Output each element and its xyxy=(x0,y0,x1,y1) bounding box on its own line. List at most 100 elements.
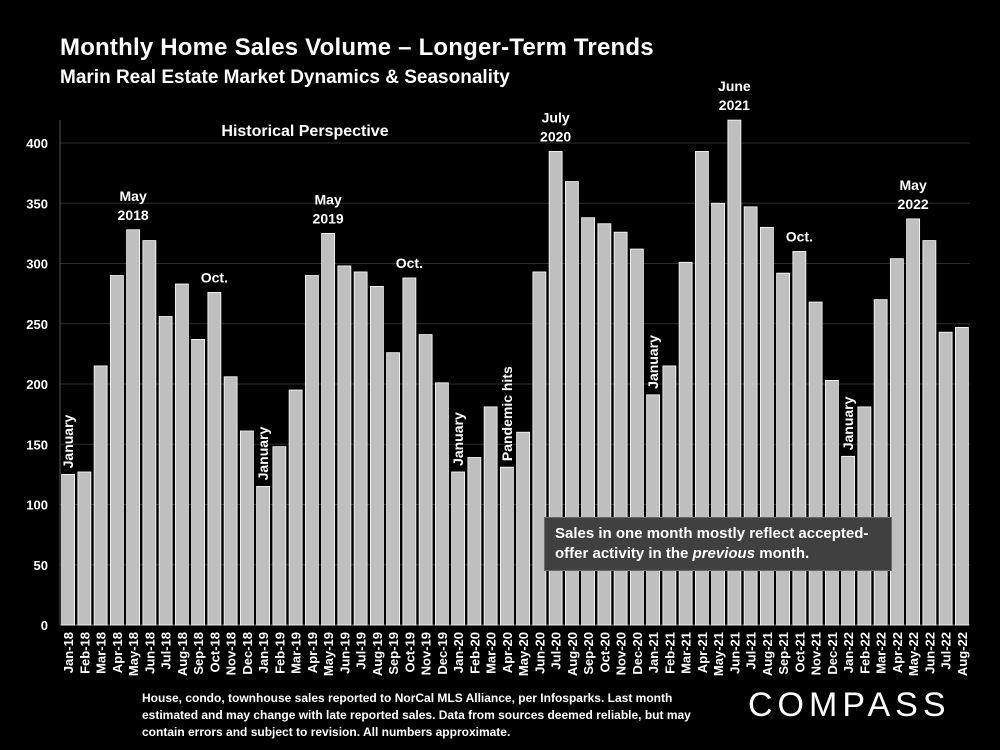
y-tick-label: 350 xyxy=(26,196,48,211)
annotation: May xyxy=(120,188,147,204)
bar xyxy=(402,277,417,626)
annotation: Oct. xyxy=(201,269,228,285)
x-tick-label: Sep-19 xyxy=(386,632,401,675)
x-tick-label: Nov-18 xyxy=(224,632,239,675)
x-tick-label: Oct-19 xyxy=(402,632,417,672)
footnote: House, condo, townhouse sales reported t… xyxy=(142,691,691,739)
bar xyxy=(516,431,531,626)
y-tick-label: 0 xyxy=(41,618,48,633)
bar xyxy=(548,151,563,626)
bar xyxy=(906,218,921,626)
x-tick-label: Dec-18 xyxy=(240,632,255,675)
bar xyxy=(288,389,303,626)
x-tick-label: Feb-20 xyxy=(467,632,482,674)
bar xyxy=(418,334,433,626)
x-tick-label: Sep-21 xyxy=(776,632,791,675)
x-tick-label: Mar-20 xyxy=(484,632,499,674)
annotation: Oct. xyxy=(396,255,423,271)
bar xyxy=(727,119,742,626)
y-tick-label: 400 xyxy=(26,136,48,151)
bar xyxy=(207,292,222,626)
x-tick-label: Dec-21 xyxy=(825,632,840,675)
annotation: Oct. xyxy=(786,228,813,244)
bar xyxy=(142,240,157,626)
x-tick-label: Jan-19 xyxy=(256,632,271,673)
x-tick-label: Mar-18 xyxy=(94,632,109,674)
x-tick-label: Feb-18 xyxy=(77,632,92,674)
bar xyxy=(353,271,368,626)
x-tick-label: May-18 xyxy=(126,632,141,676)
bar xyxy=(938,331,953,626)
x-tick-label: Sep-20 xyxy=(581,632,596,675)
y-tick-label: 100 xyxy=(26,498,48,513)
bar xyxy=(337,265,352,626)
x-tick-label: Feb-21 xyxy=(662,632,677,674)
bar xyxy=(93,365,108,626)
x-tick-label: Aug-19 xyxy=(370,632,385,676)
x-tick-label: Oct-20 xyxy=(597,632,612,672)
bar xyxy=(158,316,173,626)
x-tick-label: Jul-20 xyxy=(549,632,564,670)
x-tick-label: Aug-20 xyxy=(565,632,580,676)
bar xyxy=(857,406,872,626)
bar xyxy=(434,382,449,626)
annotation: May xyxy=(315,191,342,207)
bar xyxy=(223,376,238,626)
x-tick-label: May-21 xyxy=(711,632,726,676)
x-tick-label: Apr-21 xyxy=(695,632,710,673)
x-tick-label: Nov-19 xyxy=(419,632,434,675)
x-tick-label: Sep-18 xyxy=(191,632,206,675)
x-tick-label: Aug-18 xyxy=(175,632,190,676)
bar xyxy=(532,271,547,626)
x-tick-label: Jan-20 xyxy=(451,632,466,673)
bar xyxy=(256,486,271,626)
x-tick-label: Mar-19 xyxy=(289,632,304,674)
annotation: 2019 xyxy=(313,210,344,226)
x-tick-label: Mar-21 xyxy=(679,632,694,674)
bar xyxy=(321,232,336,626)
x-tick-label: Oct-18 xyxy=(207,632,222,672)
x-tick-label: Dec-19 xyxy=(435,632,450,675)
annotation: January xyxy=(60,414,76,468)
annotation: July xyxy=(542,109,570,125)
bar xyxy=(954,326,969,626)
y-tick-label: 200 xyxy=(26,377,48,392)
y-tick-label: 250 xyxy=(26,317,48,332)
x-tick-label: Jul-21 xyxy=(744,632,759,670)
x-tick-label: Jun-21 xyxy=(727,632,742,674)
bar xyxy=(77,471,92,626)
x-tick-label: Jan-18 xyxy=(61,632,76,673)
x-tick-label: Oct-21 xyxy=(792,632,807,672)
x-tick-label: Jul-19 xyxy=(354,632,369,670)
x-tick-label: May-19 xyxy=(321,632,336,676)
annotation: January xyxy=(255,427,271,481)
x-tick-label: Nov-21 xyxy=(809,632,824,675)
callout-line-2-emphasis: previous xyxy=(692,545,756,562)
x-tick-label: Apr-19 xyxy=(305,632,320,673)
x-tick-label: Jul-22 xyxy=(939,632,954,670)
y-tick-label: 300 xyxy=(26,257,48,272)
bar xyxy=(109,275,124,626)
annotation: January xyxy=(450,412,466,466)
bar xyxy=(564,181,579,626)
chart-title: Monthly Home Sales Volume – Longer-Term … xyxy=(60,34,654,61)
bar xyxy=(808,301,823,626)
x-tick-label: Feb-22 xyxy=(857,632,872,674)
bar xyxy=(646,394,661,626)
bar xyxy=(483,406,498,626)
x-tick-label: Jan-22 xyxy=(841,632,856,673)
annotation: 2018 xyxy=(118,207,149,223)
x-tick-label: Jul-18 xyxy=(159,632,174,670)
x-tick-label: Jan-21 xyxy=(646,632,661,673)
bar xyxy=(824,379,839,626)
annotation: Pandemic hits xyxy=(499,366,515,461)
bar xyxy=(239,430,254,626)
annotation: 2020 xyxy=(540,128,571,144)
x-tick-label: Mar-22 xyxy=(874,632,889,674)
bar xyxy=(126,229,141,626)
bar xyxy=(451,471,466,626)
x-tick-label: Feb-19 xyxy=(272,632,287,674)
x-tick-label: May-20 xyxy=(516,632,531,676)
callout-line-2-post: month. xyxy=(755,545,810,562)
callout-box: Sales in one month mostly reflect accept… xyxy=(544,517,892,571)
